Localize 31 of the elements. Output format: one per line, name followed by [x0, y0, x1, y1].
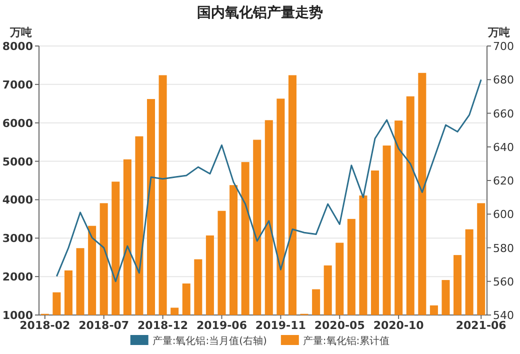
x-tick-label: 2021-06: [456, 319, 507, 332]
y2-tick-label: 660: [493, 107, 514, 120]
y2-tick-label: 540: [493, 309, 514, 322]
x-tick-label: 2018-02: [20, 319, 70, 332]
y2-tick-label: 620: [493, 174, 514, 188]
y-axis-title: 万吨: [9, 26, 32, 39]
legend-label: 产量:氧化铝:累计值: [302, 335, 390, 347]
legend-label: 产量:氧化铝:当月值(右轴): [152, 335, 267, 347]
chart-title: 国内氧化铝产量走势: [197, 4, 323, 21]
y-tick-label: 5000: [2, 155, 34, 168]
y-tick-label: 4000: [2, 194, 34, 207]
y-tick-label: 7000: [2, 78, 34, 92]
y2-tick-label: 580: [493, 242, 514, 255]
x-tick-label: 2018-12: [138, 319, 188, 332]
x-tick-label: 2018-07: [78, 319, 130, 332]
x-tick-label: 2020-10: [373, 319, 424, 332]
line-series: [56, 78, 482, 282]
x-tick-label: 2020-05: [314, 319, 365, 332]
y-tick-label: 3000: [2, 232, 34, 246]
y-tick-label: 1000: [2, 309, 34, 322]
y2-axis-title: 万吨: [487, 26, 510, 39]
y2-tick-label: 700: [493, 40, 514, 53]
y2-tick-label: 680: [493, 74, 514, 87]
y-tick-label: 8000: [2, 40, 34, 53]
y2-tick-label: 600: [493, 208, 514, 222]
y-tick-label: 6000: [2, 116, 34, 130]
x-tick-label: 2019-11: [255, 319, 306, 332]
y2-tick-label: 560: [493, 275, 514, 288]
x-tick-label: 2019-06: [196, 319, 248, 332]
y-tick-label: 2000: [2, 270, 34, 284]
y2-tick-label: 640: [493, 140, 514, 154]
